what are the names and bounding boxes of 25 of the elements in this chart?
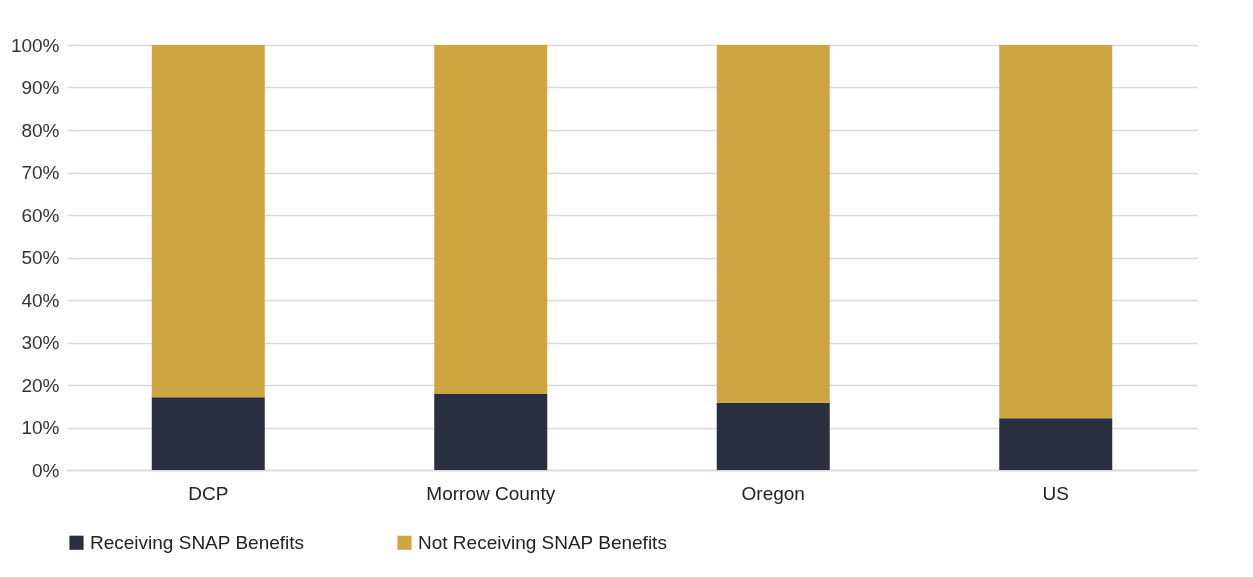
bar [716, 402, 830, 470]
y-tick-label: 50% [21, 247, 60, 268]
y-tick-label: 10% [21, 417, 60, 438]
y-tick-label: 40% [21, 289, 60, 311]
x-tick-label: Oregon [741, 482, 805, 504]
bar [434, 45, 548, 394]
y-tick-label: 90% [21, 77, 60, 98]
bar [999, 45, 1113, 419]
y-tick-label: 60% [21, 204, 60, 226]
bar [151, 45, 265, 398]
x-tick-label: DCP [188, 482, 229, 504]
y-tick-label: 0% [32, 459, 60, 481]
legend-label: Receiving SNAP Benefits [90, 531, 305, 553]
bar [999, 418, 1113, 470]
y-tick-label: 100% [10, 34, 60, 56]
x-tick-label: US [1042, 482, 1069, 504]
y-tick-label: 20% [21, 374, 60, 396]
y-tick-label: 70% [21, 162, 60, 183]
x-tick-label: Morrow County [426, 482, 556, 504]
bar [434, 393, 548, 470]
legend-label: Not Receiving SNAP Benefits [418, 531, 667, 553]
y-tick-label: 80% [21, 119, 60, 141]
bar [151, 397, 265, 470]
y-tick-label: 30% [21, 332, 60, 353]
bar [716, 45, 830, 403]
